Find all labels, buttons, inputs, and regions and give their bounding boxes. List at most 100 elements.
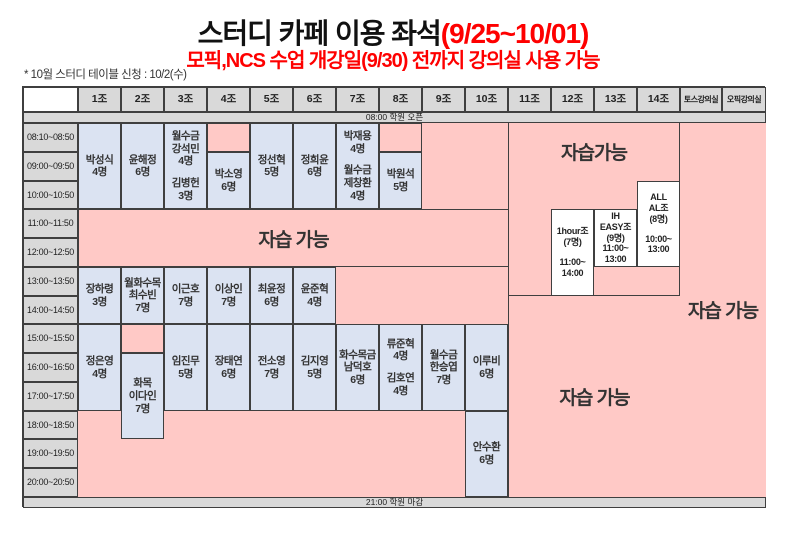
cell-line: 13:00 xyxy=(647,244,670,255)
time-slot-label: 09:00~09:50 xyxy=(23,151,78,181)
cell-line: 11:00~ xyxy=(602,243,629,254)
cell-line: 한승엽 xyxy=(429,361,458,374)
seat-cell: 박소영 6명 xyxy=(207,151,250,210)
cell-line: 최윤정 xyxy=(257,283,286,295)
cell-line: 10:00~10:50 xyxy=(27,189,74,200)
cell-line: EASY조 xyxy=(599,221,632,232)
column-header: 7조 xyxy=(336,87,379,112)
cell-line: 3명 xyxy=(178,189,193,202)
cell-line: 4명 xyxy=(350,142,365,155)
time-slot-label: 19:00~19:50 xyxy=(23,439,78,469)
time-slot-label: 08:10~08:50 xyxy=(23,123,78,152)
cell-line: 월수금 xyxy=(343,164,372,177)
seat-cell: 화수목금 남덕호 6명 xyxy=(336,324,379,411)
cell-line: (7명) xyxy=(563,237,582,248)
cell-line: 12조 xyxy=(561,93,584,106)
cell-line: 10:00~ xyxy=(645,233,672,244)
cell-line: 6명 xyxy=(479,453,494,466)
cell-line: 토스강의실 xyxy=(683,94,719,104)
empty-slot xyxy=(207,123,250,152)
cell-line: 16:00~16:50 xyxy=(27,362,74,373)
time-slot-label: 11:00~11:50 xyxy=(23,209,78,239)
corner-cell xyxy=(23,87,78,112)
cell-line: 화수목금 xyxy=(339,348,376,361)
time-slot-label: 18:00~18:50 xyxy=(23,410,78,440)
cell-line: 7명 xyxy=(178,295,193,308)
cell-line: 9조 xyxy=(435,93,452,106)
cell-line: 4명 xyxy=(307,295,322,308)
time-slot-label: 14:00~14:50 xyxy=(23,295,78,325)
cell-line: 이상인 xyxy=(214,283,243,295)
cell-line: 윤해정 xyxy=(128,153,157,166)
cell-line: 6명 xyxy=(221,367,236,380)
cell-line: 4조 xyxy=(220,93,237,106)
cell-line: 20:00~20:50 xyxy=(27,477,74,488)
cell-line: 08:10~08:50 xyxy=(27,131,74,142)
cell-line: 김병헌 xyxy=(171,176,200,189)
seat-cell: 장태연 6명 xyxy=(207,324,250,411)
class-box: IH EASY조 (9명) 11:00~ 13:00 xyxy=(594,209,637,267)
cell-line: 류준혁 xyxy=(386,337,415,350)
cell-line: 7조 xyxy=(349,93,366,106)
free-study-label: 자습가능 xyxy=(561,143,628,164)
cell-line: 18:00~18:50 xyxy=(27,419,74,430)
cell-line: 6명 xyxy=(221,180,236,193)
column-header: 6조 xyxy=(293,87,336,112)
cell-line: 12:00~12:50 xyxy=(27,247,74,258)
seat-cell: 박성식 4명 xyxy=(78,123,121,210)
column-header: 1조 xyxy=(78,87,121,112)
cell-line: 13:00~13:50 xyxy=(27,275,74,286)
empty-slot xyxy=(121,324,164,354)
cell-line: 이다인 xyxy=(128,389,157,402)
cell-line: 11:00~ xyxy=(559,256,586,267)
cell-line: 제창환 xyxy=(343,176,372,189)
cell-line: 5명 xyxy=(393,180,408,193)
cell-line: 1hour조 xyxy=(556,226,589,237)
column-header: 8조 xyxy=(379,87,422,112)
time-slot-label: 12:00~12:50 xyxy=(23,238,78,267)
seat-cell: 월화수목 최수빈 7명 xyxy=(121,266,164,325)
time-slot-label: 20:00~20:50 xyxy=(23,468,78,497)
title-date-range: (9/25~10/01) xyxy=(440,18,590,49)
cell-line: 8조 xyxy=(392,93,409,106)
class-box: 1hour조 (7명) 11:00~ 14:00 xyxy=(551,209,594,296)
column-header: 3조 xyxy=(164,87,207,112)
class-box: ALL AL조 (8명) 10:00~ 13:00 xyxy=(637,180,680,267)
cell-line: 오픽강의실 xyxy=(726,94,762,104)
subtitle-notice: 모픽,NCS 수업 개강일(9/30) 전까지 강의실 사용 가능 xyxy=(186,50,600,72)
cell-line: 6명 xyxy=(350,373,365,386)
cell-line: 21:00 학원 마감 xyxy=(365,497,424,508)
footnote: * 10월 스터디 테이블 신청 : 10/2(수) xyxy=(24,69,187,81)
column-header: 오픽강의실 xyxy=(722,87,766,112)
cell-line: 7명 xyxy=(436,373,451,386)
seat-cell: 김지영 5명 xyxy=(293,324,336,411)
seat-cell: 윤준혁 4명 xyxy=(293,266,336,325)
cell-line: 박성식 xyxy=(85,153,114,166)
column-header: 13조 xyxy=(594,87,637,112)
column-header: 4조 xyxy=(207,87,250,112)
seat-cell: 안수환 6명 xyxy=(465,410,508,497)
cell-line: 4명 xyxy=(92,367,107,380)
cell-line: 14조 xyxy=(647,93,670,106)
cell-line: 남덕호 xyxy=(343,361,372,374)
cell-line: 정희윤 xyxy=(300,153,329,166)
free-study-label: 자습 가능 xyxy=(258,229,329,251)
cell-line: 장하령 xyxy=(85,283,114,295)
cell-line: 10조 xyxy=(475,93,498,106)
cell-line: 08:00 학원 오픈 xyxy=(365,112,424,123)
cell-line: 2조 xyxy=(134,93,151,106)
cell-line: 4명 xyxy=(178,155,193,168)
cell-line: 7명 xyxy=(264,367,279,380)
cell-line: 박재용 xyxy=(343,130,372,143)
cell-line: 15:00~15:50 xyxy=(27,333,74,344)
cell-line: 박소영 xyxy=(214,167,243,180)
cell-line: 5명 xyxy=(307,367,322,380)
cell-line: 5명 xyxy=(178,367,193,380)
seat-cell: 박재용 4명 월수금 제창환 4명 xyxy=(336,123,379,210)
column-header: 2조 xyxy=(121,87,164,112)
time-slot-label: 15:00~15:50 xyxy=(23,324,78,354)
seat-cell: 화목 이다인 7명 xyxy=(121,353,164,440)
column-header: 11조 xyxy=(508,87,551,112)
cell-line: 이루비 xyxy=(472,354,501,367)
